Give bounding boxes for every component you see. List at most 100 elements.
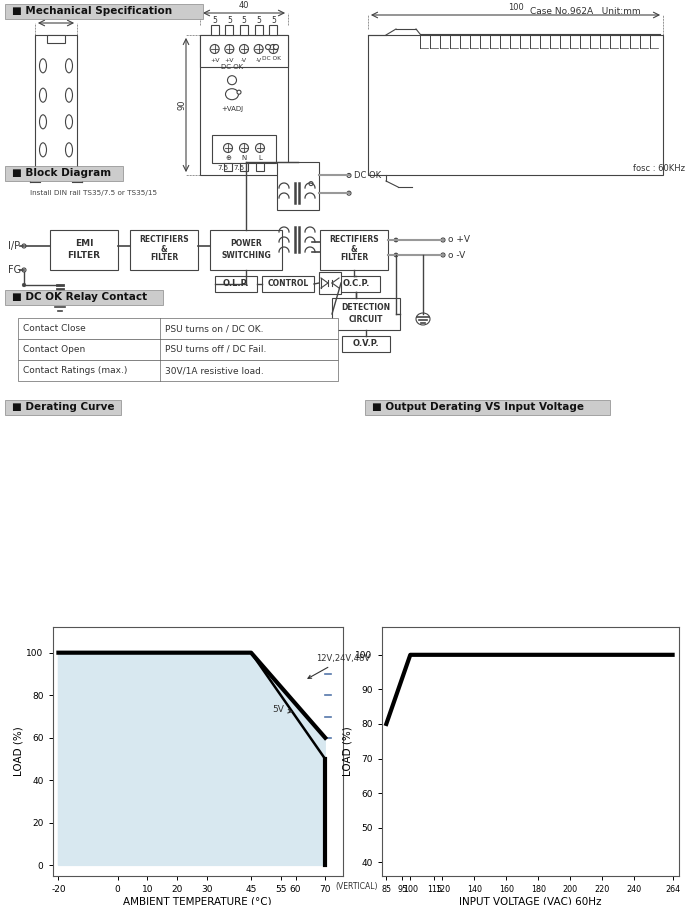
Text: PSU turns off / DC Fail.: PSU turns off / DC Fail.: [165, 345, 267, 354]
Ellipse shape: [309, 182, 313, 186]
Bar: [5, 4, 203, 19]
Ellipse shape: [66, 143, 73, 157]
Bar: [18, 339, 338, 360]
Text: DC OK: DC OK: [262, 56, 281, 62]
Text: 5: 5: [227, 16, 232, 25]
Text: RECTIFIERS: RECTIFIERS: [139, 235, 189, 244]
Ellipse shape: [239, 44, 248, 53]
Text: fosc : 60KHz: fosc : 60KHz: [633, 164, 685, 173]
Text: (VERTICAL): (VERTICAL): [335, 882, 378, 891]
Ellipse shape: [39, 88, 46, 102]
Ellipse shape: [239, 144, 248, 153]
Bar: [215, 276, 257, 292]
Ellipse shape: [66, 88, 73, 102]
Text: ■ DC OK Relay Contact: ■ DC OK Relay Contact: [12, 292, 147, 302]
Bar: [50, 230, 118, 270]
Text: ■ Output Derating VS Input Voltage: ■ Output Derating VS Input Voltage: [372, 403, 584, 413]
Ellipse shape: [66, 115, 73, 129]
Text: SWITCHING: SWITCHING: [221, 251, 271, 260]
Bar: [18, 360, 338, 381]
Bar: [319, 272, 341, 294]
Text: o -V: o -V: [448, 251, 466, 260]
Text: Install DIN rail TS35/7.5 or TS35/15: Install DIN rail TS35/7.5 or TS35/15: [30, 190, 157, 196]
Ellipse shape: [394, 253, 398, 257]
Text: ■ Derating Curve: ■ Derating Curve: [12, 403, 115, 413]
Bar: [130, 230, 198, 270]
Bar: [47, 35, 65, 43]
Bar: [262, 276, 314, 292]
Ellipse shape: [416, 313, 430, 325]
Bar: [240, 163, 248, 171]
Bar: [332, 276, 380, 292]
Bar: [365, 400, 610, 415]
Text: I/P: I/P: [8, 241, 20, 251]
Ellipse shape: [394, 238, 398, 242]
Bar: [332, 298, 400, 330]
Text: 5: 5: [212, 16, 217, 25]
Ellipse shape: [22, 268, 26, 272]
Text: 7.5: 7.5: [233, 165, 244, 171]
Ellipse shape: [441, 238, 445, 242]
Ellipse shape: [22, 283, 26, 287]
Bar: [368, 35, 663, 175]
Text: DC OK: DC OK: [221, 64, 243, 71]
Bar: [211, 25, 218, 35]
Bar: [277, 162, 319, 210]
Text: +VADJ: +VADJ: [221, 106, 243, 112]
Ellipse shape: [66, 59, 73, 72]
Text: 35: 35: [50, 11, 62, 20]
Bar: [270, 25, 277, 35]
Ellipse shape: [269, 44, 278, 53]
Text: 12V,24V,48V: 12V,24V,48V: [308, 654, 370, 679]
Ellipse shape: [39, 143, 46, 157]
Text: &: &: [351, 244, 357, 253]
Text: DETECTION: DETECTION: [342, 303, 391, 312]
Ellipse shape: [39, 115, 46, 129]
Text: ■ Block Diagram: ■ Block Diagram: [12, 168, 111, 178]
Bar: [200, 35, 288, 175]
Text: 5: 5: [241, 16, 246, 25]
Text: O.V.P.: O.V.P.: [353, 339, 379, 348]
Bar: [224, 163, 232, 171]
Ellipse shape: [265, 44, 270, 50]
Ellipse shape: [225, 44, 234, 53]
Text: -V: -V: [256, 59, 262, 63]
Text: 30V/1A resistive load.: 30V/1A resistive load.: [165, 366, 264, 375]
Text: -V: -V: [241, 59, 247, 63]
Bar: [200, 35, 288, 67]
Text: &: &: [161, 244, 167, 253]
Bar: [5, 400, 121, 415]
Bar: [35, 35, 77, 175]
Bar: [5, 166, 123, 181]
Polygon shape: [58, 653, 326, 865]
Text: EMI: EMI: [75, 240, 93, 249]
Bar: [18, 318, 338, 339]
Text: CONTROL: CONTROL: [267, 280, 309, 289]
Y-axis label: LOAD (%): LOAD (%): [13, 727, 23, 776]
Ellipse shape: [223, 144, 232, 153]
Bar: [225, 25, 233, 35]
Text: o +V: o +V: [448, 235, 470, 244]
Text: 100: 100: [508, 3, 524, 12]
Bar: [320, 230, 388, 270]
Text: Case No.962A   Unit:mm: Case No.962A Unit:mm: [530, 7, 640, 16]
X-axis label: AMBIENT TEMPERATURE (°C): AMBIENT TEMPERATURE (°C): [123, 897, 272, 905]
Text: L: L: [258, 155, 262, 161]
Text: O.L.P.: O.L.P.: [223, 280, 249, 289]
Text: Contact Ratings (max.): Contact Ratings (max.): [23, 366, 127, 375]
Text: O.C.P.: O.C.P.: [342, 280, 370, 289]
Text: Contact Close: Contact Close: [23, 324, 85, 333]
Text: FILTER: FILTER: [340, 253, 368, 262]
Ellipse shape: [237, 90, 241, 94]
Bar: [256, 163, 264, 171]
Text: DC OK: DC OK: [354, 171, 381, 180]
Text: 5V: 5V: [272, 705, 292, 714]
Text: Contact Open: Contact Open: [23, 345, 85, 354]
Ellipse shape: [347, 191, 351, 195]
Bar: [212, 135, 276, 163]
Ellipse shape: [347, 174, 351, 177]
Bar: [210, 230, 282, 270]
Text: RECTIFIERS: RECTIFIERS: [329, 235, 379, 244]
Text: 90: 90: [178, 100, 186, 110]
Text: FILTER: FILTER: [150, 253, 178, 262]
